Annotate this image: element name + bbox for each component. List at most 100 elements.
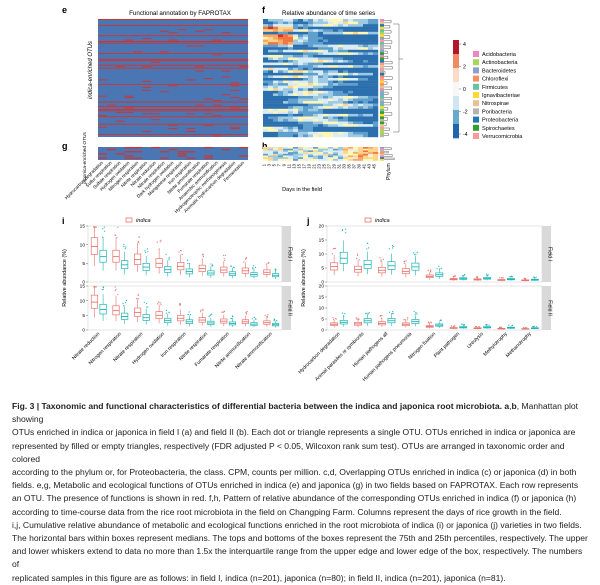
heatmap-f-cell [328, 103, 334, 107]
heatmap-f-cell [328, 124, 334, 127]
heatmap-f-cell [353, 119, 359, 122]
heatmap-e-hit [239, 134, 249, 135]
heatmap-f-cell [288, 83, 294, 86]
heatmap-f-cell [278, 116, 284, 120]
heatmap-f-cell [318, 52, 324, 56]
heatmap-e-hit [230, 35, 240, 37]
heatmap-f-cell [278, 103, 284, 107]
heatmap-f-cell [298, 19, 304, 22]
heatmap-f-cell [343, 21, 349, 25]
heatmap-e-hit [168, 116, 178, 118]
heatmap-f-cell [303, 21, 309, 25]
heatmap-f-cell [263, 131, 269, 135]
heatmap-f-cell [333, 54, 339, 58]
outlier-point [535, 276, 537, 278]
phylum-bar-cell [380, 21, 384, 25]
heatmap-f-cell [373, 62, 379, 66]
phylum-bar-cell [380, 70, 384, 74]
heatmap-h-cell [313, 150, 319, 153]
heatmap-e-hit [98, 52, 108, 54]
dendrogram-branch [384, 50, 388, 54]
heatmap-h-cell [373, 148, 379, 151]
heatmap-f-cell [343, 67, 349, 71]
heatmap-f-cell [373, 29, 379, 33]
heatmap-f-cell [348, 108, 354, 112]
heatmap-h-cell [293, 150, 299, 153]
outlier-point [210, 263, 212, 265]
outlier-point [122, 302, 124, 304]
heatmap-f-cell [323, 111, 329, 115]
heatmap-f-cell [298, 103, 304, 107]
heatmap-f-cell [313, 44, 319, 48]
heatmap-f-cell [323, 88, 329, 92]
heatmap-f-cell [343, 113, 349, 117]
heatmap-f-cell [328, 78, 334, 81]
heatmap-h-cell [313, 155, 319, 158]
heatmap-f-cell [308, 62, 314, 66]
heatmap-e-hit [133, 106, 143, 107]
heatmap-f-cell [263, 70, 269, 74]
heatmap-f-cell [363, 34, 369, 38]
heatmap-e-hit [142, 42, 152, 44]
heatmap-f-cell [298, 21, 304, 25]
heatmap-e-hit [239, 58, 249, 60]
dendrogram-branch [384, 122, 387, 126]
heatmap-e-hit [212, 110, 222, 112]
heatmap-f-cell [288, 124, 294, 127]
heatmap-e-hit [159, 134, 169, 135]
heatmap-f-cell [358, 52, 364, 56]
dendrogram-branch [393, 23, 400, 133]
heatmap-f-cell [338, 47, 344, 50]
heatmap-f-cell [333, 75, 339, 79]
heatmap-f-cell [263, 24, 269, 27]
heatmap-f-cell [373, 108, 379, 112]
heatmap-f-cell [343, 131, 349, 135]
heatmap-f-cell [263, 83, 269, 86]
heatmap-f-cell [268, 26, 274, 30]
outlier-point [522, 327, 525, 329]
outlier-point [415, 253, 417, 255]
heatmap-e-hit [142, 60, 152, 62]
heatmap-e-hit [168, 134, 178, 135]
heatmap-e-hit [124, 106, 134, 107]
outlier-point [123, 243, 125, 246]
heatmap-f-cell [328, 111, 334, 115]
heatmap-f-cell [273, 26, 279, 30]
heatmap-f-cell [353, 65, 359, 68]
heatmap-f-cell [368, 75, 374, 79]
heatmap-f-cell [373, 31, 379, 35]
outlier-point [102, 228, 104, 230]
heatmap-e-hit [142, 101, 152, 103]
heatmap-e-hit [221, 70, 231, 72]
heatmap-e-hit [159, 91, 169, 93]
heatmap-f-cell [298, 34, 304, 38]
outlier-point [188, 311, 190, 313]
heatmap-h-cell [358, 148, 364, 151]
heatmap-e-hit [150, 24, 160, 26]
category-label: Plant pathogen [433, 331, 461, 359]
heatmap-f-cell [333, 62, 339, 66]
heatmap-f-cell [283, 121, 289, 125]
heatmap-f-cell [343, 49, 349, 53]
heatmap-f-cell [298, 85, 304, 89]
heatmap-f-cell [373, 131, 379, 135]
y-tick-label: 0 [82, 328, 85, 334]
heatmap-f-cell [338, 83, 344, 86]
heatmap-f-cell [263, 95, 269, 99]
heatmap-e-hit [203, 116, 213, 118]
outlier-point [427, 321, 430, 323]
heatmap-f-cell [333, 106, 339, 109]
heatmap-f-cell [338, 90, 344, 94]
strip-background [542, 286, 551, 330]
heatmap-f-cell [263, 62, 269, 66]
heatmap-f-cell [293, 119, 299, 122]
phylum-bar-cell [380, 113, 384, 117]
dendrogram-branch [384, 97, 392, 101]
heatmap-f-cell [358, 131, 364, 135]
heatmap-f-cell [263, 78, 269, 81]
heatmap-e-hit [133, 110, 143, 112]
heatmap-h-cell [363, 148, 369, 151]
heatmap-f-cell [288, 60, 294, 63]
heatmap-e-hit [168, 67, 178, 69]
heatmap-f-cell [313, 42, 319, 45]
